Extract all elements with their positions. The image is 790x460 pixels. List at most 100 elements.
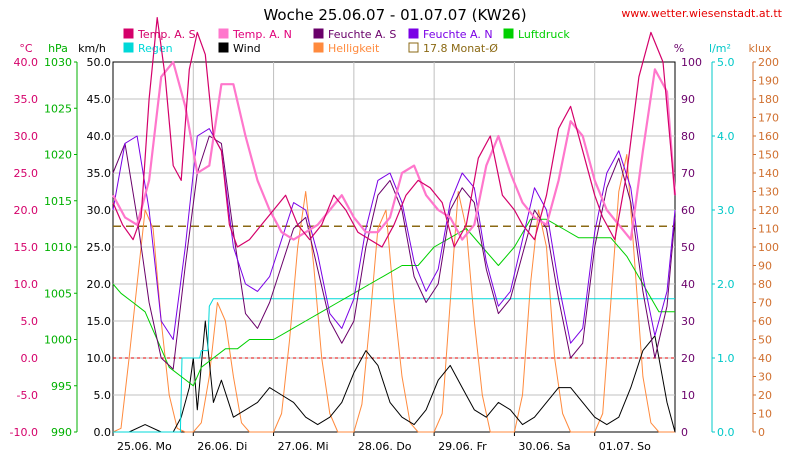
legend-label: Temp. A. N (232, 28, 292, 41)
axis-unit-label: % (674, 42, 684, 55)
y-tick-label: 35.0 (87, 167, 112, 180)
y-tick-label: 5.0 (94, 389, 112, 402)
series-line-wind (113, 320, 676, 433)
series-line-luftdruck (112, 218, 675, 387)
chart-title: Woche 25.06.07 - 01.07.07 (KW26) (263, 6, 526, 24)
y-tick-label: 25.0 (87, 241, 112, 254)
y-tick-label: 190 (758, 75, 779, 88)
legend-label: Regen (138, 42, 173, 55)
y-tick-label: -10.0 (10, 426, 38, 439)
legend-swatch (503, 28, 514, 39)
y-tick-label: 80 (758, 278, 772, 291)
legend-label: 17.8 Monat-Ø (423, 42, 498, 55)
y-tick-label: 15.0 (87, 315, 112, 328)
website-url: www.wetter.wiesenstadt.at.tt (621, 7, 782, 20)
y-tick-label: 30 (758, 371, 772, 384)
y-tick-label: 40.0 (14, 56, 39, 69)
axis-unit-label: klux (749, 42, 772, 55)
y-tick-label: 4.0 (717, 130, 735, 143)
y-tick-label: 20.0 (14, 204, 39, 217)
y-tick-label: 5.0 (717, 56, 735, 69)
y-tick-label: 150 (758, 149, 779, 162)
legend-swatch (408, 28, 419, 39)
axis-unit-label: hPa (48, 42, 68, 55)
y-tick-label: 20.0 (87, 278, 112, 291)
y-tick-label: 50.0 (87, 56, 112, 69)
y-tick-label: 15.0 (14, 241, 39, 254)
x-tick-label: 26.06. Di (197, 440, 247, 453)
y-tick-label: 2.0 (717, 278, 735, 291)
y-tick-label: 10 (758, 408, 772, 421)
y-tick-label: 10 (681, 389, 695, 402)
legend-swatch (408, 42, 419, 53)
y-tick-label: 50 (758, 334, 772, 347)
y-tick-label: 110 (758, 223, 779, 236)
y-tick-label: -5.0 (17, 389, 38, 402)
y-tick-label: 200 (758, 56, 779, 69)
y-tick-label: 80 (681, 130, 695, 143)
legend-label: Temp. A. S (137, 28, 196, 41)
y-tick-label: 180 (758, 93, 779, 106)
y-tick-label: 35.0 (14, 93, 39, 106)
y-tick-label: 1005 (44, 287, 72, 300)
y-tick-label: 30.0 (87, 204, 112, 217)
y-tick-label: 30 (681, 315, 695, 328)
y-tick-label: 0 (681, 426, 688, 439)
legend-label: Wind (233, 42, 261, 55)
series-line-feuchte-a-n (112, 128, 676, 344)
y-tick-label: 130 (758, 186, 779, 199)
x-tick-label: 01.07. So (599, 440, 651, 453)
y-tick-label: 50 (681, 241, 695, 254)
y-tick-label: 995 (51, 380, 72, 393)
y-tick-label: 30.0 (14, 130, 39, 143)
legend-swatch (123, 42, 134, 53)
legend: Temp. A. S Temp. A. N Feuchte A. S Feuchte … (123, 28, 570, 55)
series-line-temp-a-s (112, 17, 676, 248)
legend-label: Luftdruck (518, 28, 570, 41)
y-tick-label: 70 (758, 297, 772, 310)
x-tick-label: 30.06. Sa (518, 440, 570, 453)
y-tick-label: 10.0 (14, 278, 39, 291)
legend-label: Feuchte A. N (423, 28, 493, 41)
legend-swatch (218, 42, 229, 53)
axes: °C40.035.030.025.020.015.010.05.00.0-5.0… (10, 42, 779, 453)
y-tick-label: 1000 (44, 334, 72, 347)
y-tick-label: 20 (681, 352, 695, 365)
x-tick-label: 27.06. Mi (278, 440, 329, 453)
y-tick-label: 90 (758, 260, 772, 273)
axis-unit-label: °C (19, 42, 33, 55)
y-tick-label: 25.0 (14, 167, 39, 180)
y-tick-label: 100 (681, 56, 702, 69)
legend-label: Feuchte A. S (328, 28, 396, 41)
y-tick-label: 0 (758, 426, 765, 439)
y-tick-label: 1015 (44, 195, 72, 208)
y-tick-label: 10.0 (87, 352, 112, 365)
y-tick-label: 5.0 (21, 315, 39, 328)
legend-swatch (123, 28, 134, 39)
legend-label: Helligkeit (328, 42, 380, 55)
legend-swatch (313, 28, 324, 39)
y-tick-label: 60 (681, 204, 695, 217)
series-line-temp-a-n (112, 60, 677, 241)
series-line-regen (113, 298, 675, 433)
y-tick-label: 70 (681, 167, 695, 180)
y-tick-label: 40 (758, 352, 772, 365)
y-tick-label: 45.0 (87, 93, 112, 106)
y-tick-label: 20 (758, 389, 772, 402)
y-tick-label: 1025 (44, 102, 72, 115)
y-tick-label: 170 (758, 112, 779, 125)
x-tick-label: 29.06. Fr (438, 440, 487, 453)
y-tick-label: 1.0 (717, 352, 735, 365)
x-tick-label: 25.06. Mo (117, 440, 172, 453)
axis-unit-label: km/h (78, 42, 106, 55)
axis-unit-label: l/m² (709, 42, 731, 55)
y-tick-label: 140 (758, 167, 779, 180)
x-tick-label: 28.06. Do (358, 440, 412, 453)
y-tick-label: 0.0 (21, 352, 39, 365)
plot-area (112, 17, 677, 433)
y-tick-label: 100 (758, 241, 779, 254)
y-tick-label: 990 (51, 426, 72, 439)
y-tick-label: 40.0 (87, 130, 112, 143)
